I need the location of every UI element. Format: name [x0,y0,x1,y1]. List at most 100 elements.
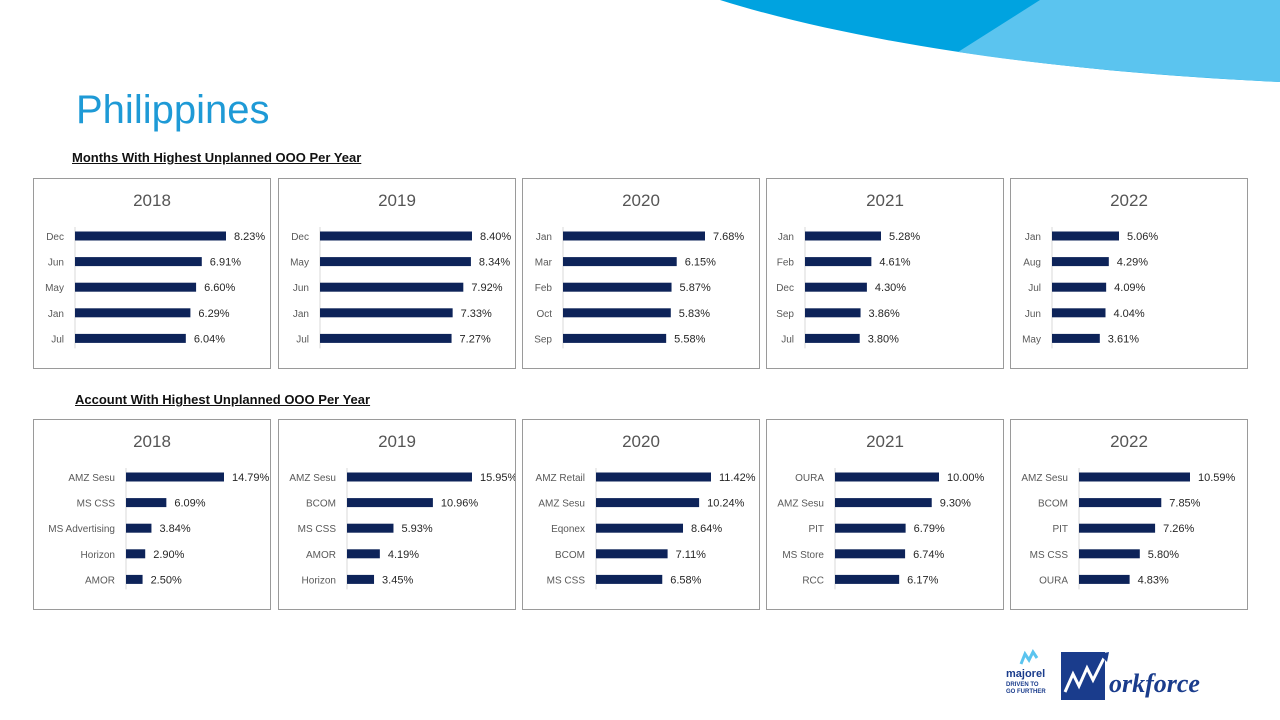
bar [805,308,861,318]
chart-title: 2020 [622,432,660,451]
data-label: 6.74% [913,549,944,561]
bar [835,549,906,559]
chart-title: 2020 [622,191,660,210]
bar [1052,333,1100,343]
bar [805,257,872,267]
bar [320,333,452,343]
bar [126,574,143,584]
category-label: AMOR [85,575,115,586]
data-label: 3.61% [1108,333,1139,345]
bar [596,549,668,559]
majorel-logo: majorel DRIVEN TO GO FURTHER [1003,648,1061,704]
category-label: AMZ Sesu [538,499,585,510]
data-label: 7.27% [460,333,491,345]
bar [1079,498,1162,508]
bar [596,498,700,508]
bar [126,523,152,533]
bar [835,472,939,482]
bar [1052,231,1119,241]
data-label: 3.80% [868,333,899,345]
bar [596,574,663,584]
page-title: Philippines [76,88,270,132]
category-label: May [1022,334,1041,345]
accounts-chart-2022: 2022 AMZ Sesu 10.59% BCOM 7.85% PIT 7.26% MS CS… [1010,419,1248,610]
bar [805,282,867,292]
accounts-chart-2020: 2020 AMZ Retail 11.42% AMZ Sesu 10.24% Eqonex… [522,419,760,610]
workforce-wordmark: orkforce [1109,669,1200,698]
months-chart-2019: 2019 Dec 8.40% May 8.34% Jun 7.92% Jan 7.33% Jul 7… [278,178,516,369]
chart-title: 2019 [378,191,416,210]
bar [835,523,906,533]
category-label: Dec [291,232,309,243]
data-label: 4.04% [1113,308,1144,320]
header-swoosh [720,0,1280,82]
category-label: Dec [46,232,64,243]
category-label: MS CSS [298,524,337,535]
bar [1079,549,1140,559]
category-label: Sep [776,309,794,320]
category-label: BCOM [306,499,336,510]
data-label: 8.64% [691,523,722,535]
bar [563,282,672,292]
bar [347,549,380,559]
data-label: 7.33% [461,308,492,320]
data-label: 5.80% [1148,549,1179,561]
data-label: 6.09% [174,498,205,510]
data-label: 6.29% [198,308,229,320]
bar-chart-plot: Jan 5.06% Aug 4.29% Jul 4.09% Jun 4.04% May 3.61% [1022,227,1158,349]
bar [1079,523,1156,533]
data-label: 10.59% [1198,472,1236,484]
bar [320,308,453,318]
data-label: 3.84% [159,523,190,535]
bar-chart-plot: Dec 8.23% Jun 6.91% May 6.60% Jan 6.29% Jul 6.04% [45,227,265,349]
category-label: Feb [535,283,553,294]
bar [75,257,202,267]
bar [563,231,705,241]
majorel-brand: majorel [1006,668,1046,680]
bar [835,574,900,584]
bar [75,231,226,241]
bar [347,574,375,584]
data-label: 11.42% [719,472,756,484]
data-label: 2.50% [151,574,182,586]
bar [563,257,677,267]
data-label: 7.26% [1163,523,1194,535]
bar [596,523,684,533]
company-logo: majorel DRIVEN TO GO FURTHER orkforce [1003,648,1258,704]
chart-title: 2022 [1110,191,1148,210]
category-label: MS CSS [1030,550,1069,561]
category-label: Dec [776,283,794,294]
category-label: AMZ Sesu [289,473,336,484]
data-label: 6.15% [685,257,716,269]
bar [1052,282,1107,292]
workforce-logo: orkforce [1061,652,1200,700]
data-label: 6.04% [194,333,225,345]
data-label: 7.85% [1169,498,1200,510]
category-label: Jan [293,309,309,320]
accounts-chart-2018: 2018 AMZ Sesu 14.79% MS CSS 6.09% MS Advertis… [33,419,271,610]
category-label: Jun [1025,309,1041,320]
category-label: AMZ Sesu [777,499,824,510]
category-label: May [290,258,309,269]
bar [126,472,224,482]
category-label: Horizon [81,550,115,561]
bar [563,333,667,343]
data-label: 14.79% [232,472,270,484]
months-chart-2018: 2018 Dec 8.23% Jun 6.91% May 6.60% Jan 6.29% Jul 6… [33,178,271,369]
bar [805,333,860,343]
bar [75,308,191,318]
data-label: 8.40% [480,231,511,243]
category-label: AMOR [306,550,336,561]
data-label: 6.91% [210,257,241,269]
bar [347,472,472,482]
bar-chart-plot: AMZ Retail 11.42% AMZ Sesu 10.24% Eqonex 8.64… [536,468,756,590]
data-label: 7.11% [676,549,707,561]
bar [320,282,464,292]
data-label: 9.30% [940,498,971,510]
chart-title: 2019 [378,432,416,451]
data-label: 5.58% [674,333,705,345]
bar-chart-plot: Dec 8.40% May 8.34% Jun 7.92% Jan 7.33% Jul 7.27% [290,227,511,349]
data-label: 5.83% [679,308,710,320]
months-chart-2022: 2022 Jan 5.06% Aug 4.29% Jul 4.09% Jun 4.04% May 3… [1010,178,1248,369]
category-label: May [45,283,64,294]
